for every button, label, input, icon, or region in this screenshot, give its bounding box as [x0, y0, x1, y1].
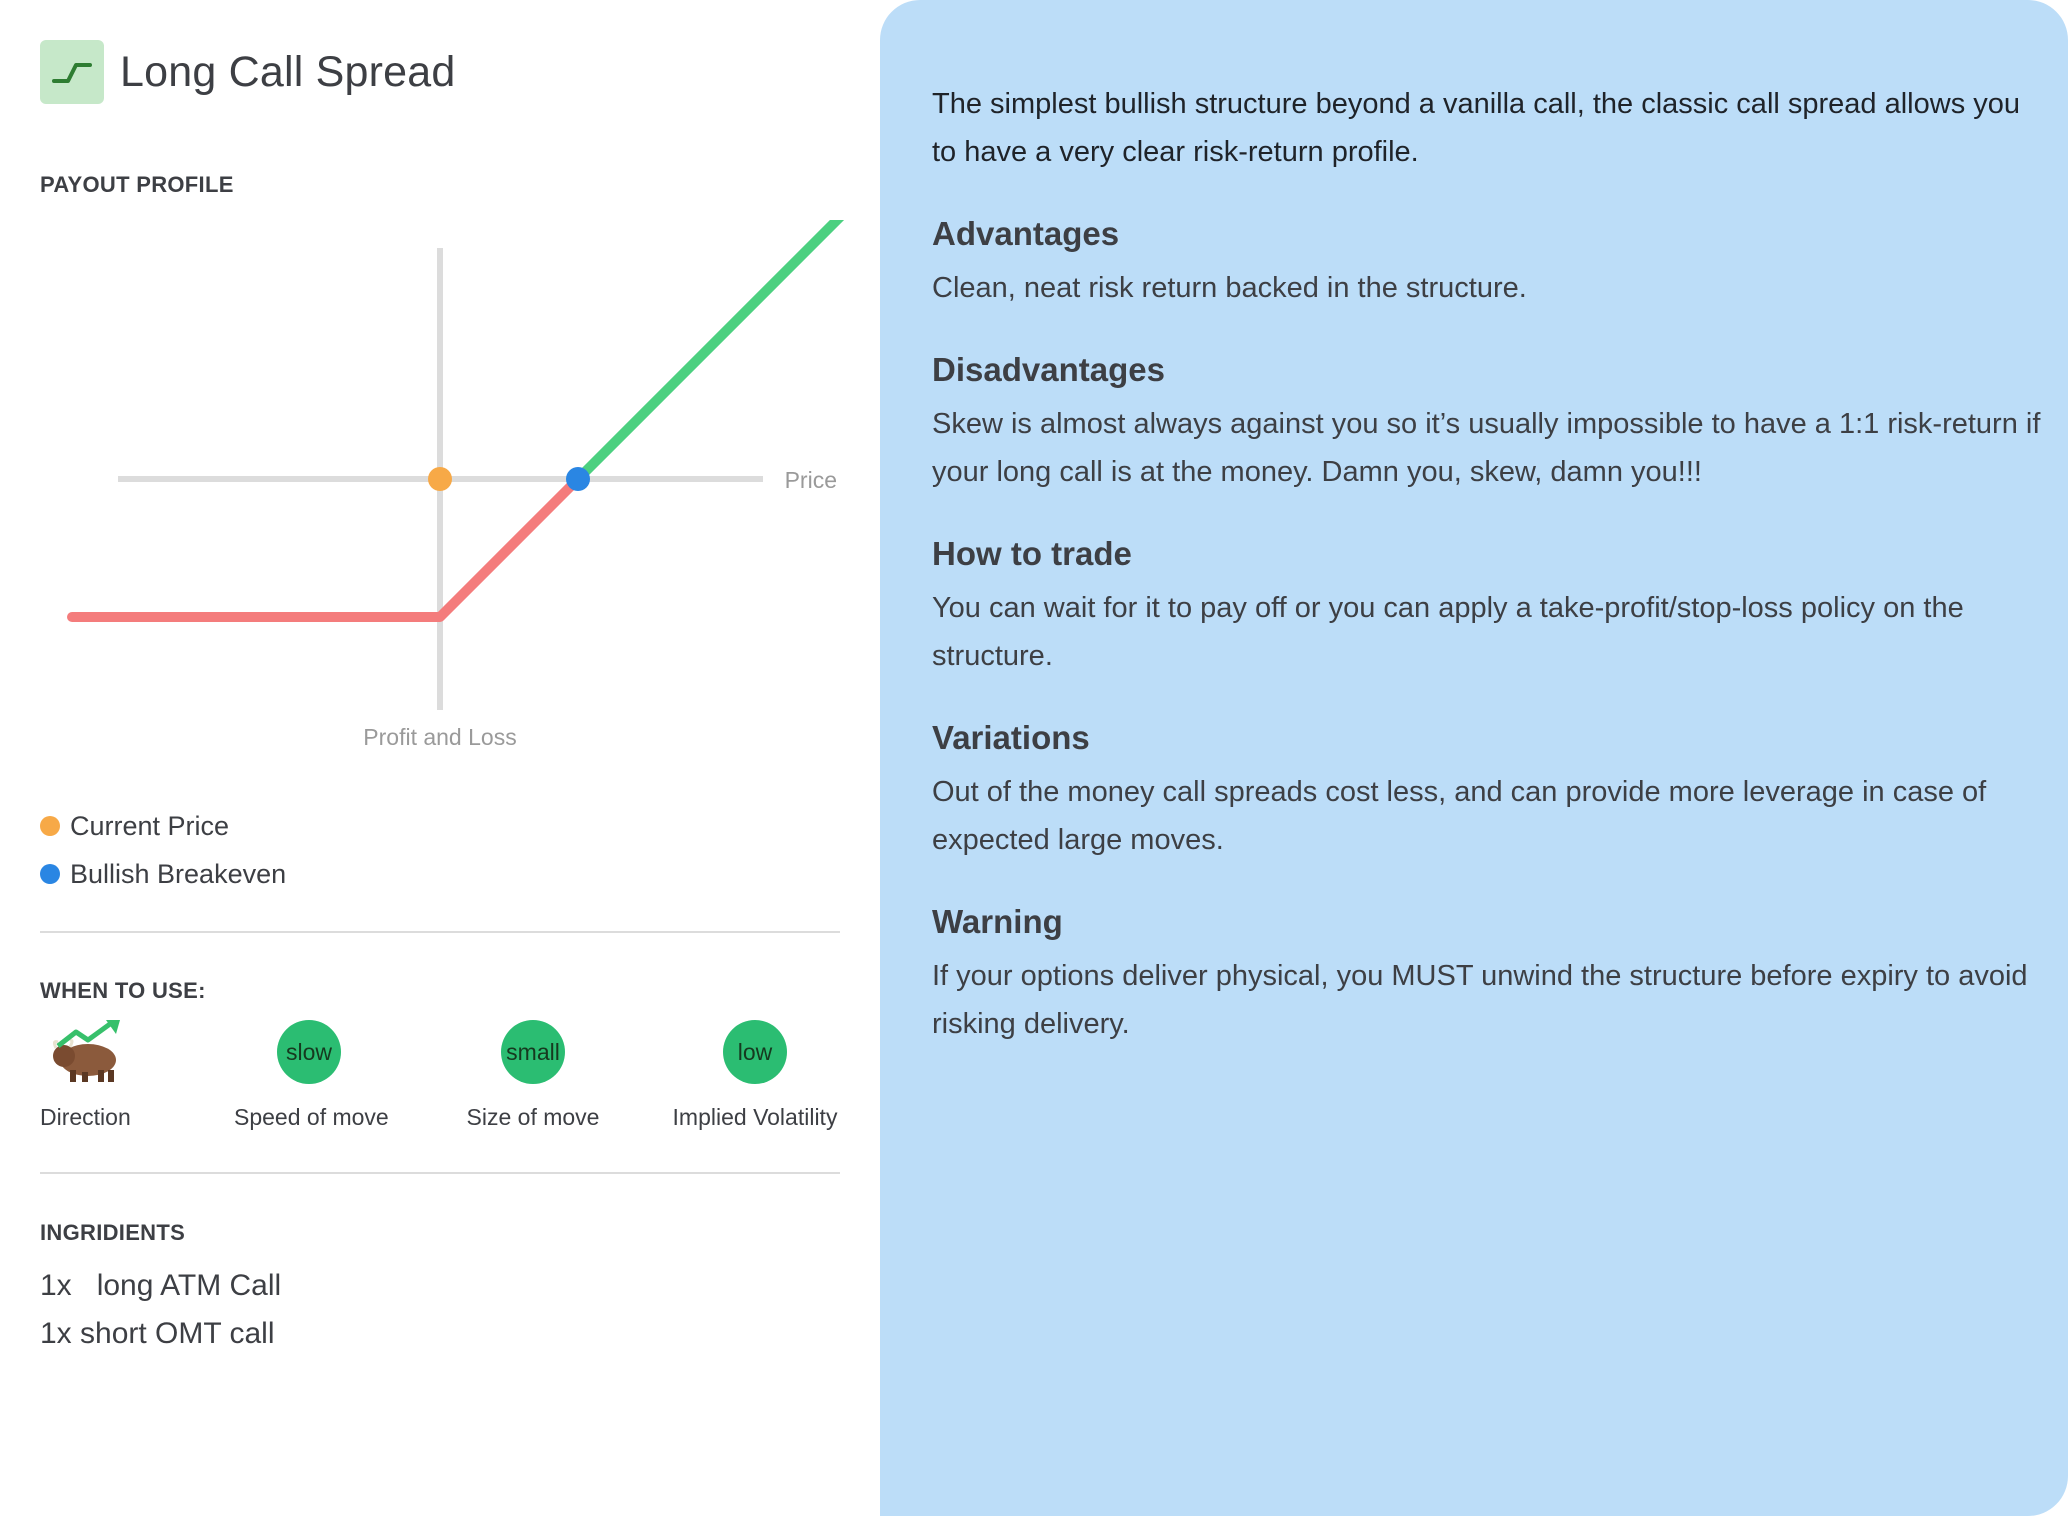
payoff-line-profit — [573, 220, 845, 484]
use-caption: Implied Volatility — [672, 1104, 838, 1130]
when-to-use-label: WHEN TO USE: — [40, 978, 206, 1003]
warning-text: If your options deliver physical, you MU… — [932, 960, 2028, 1040]
description-panel: The simplest bullish structure beyond a … — [880, 0, 2068, 1516]
warning-heading: Warning — [932, 903, 1063, 940]
points-layer — [428, 467, 590, 491]
use-item-implied-volatility: low Implied Volatility — [666, 1020, 844, 1131]
divider — [40, 931, 840, 933]
variations-heading: Variations — [932, 719, 1090, 756]
advantages-text: Clean, neat risk return backed in the st… — [932, 272, 1527, 304]
payoff-line-loss — [67, 474, 583, 622]
point-bullish-breakeven — [566, 467, 590, 491]
breakeven-dot-icon — [40, 864, 60, 884]
use-caption: Direction — [40, 1104, 131, 1130]
how-to-trade-text: You can wait for it to pay off or you ca… — [932, 592, 1964, 672]
page-title: Long Call Spread — [120, 47, 456, 96]
ingredients-list: 1x long ATM Call 1x short OMT call — [40, 1262, 281, 1358]
when-to-use-grid: Direction slow Speed of move small Size … — [40, 1020, 840, 1140]
ingredient-item: 1x long ATM Call — [40, 1269, 282, 1302]
intro-text: The simplest bullish structure beyond a … — [932, 88, 2021, 168]
disadvantages-heading: Disadvantages — [932, 351, 1165, 388]
legend-label: Bullish Breakeven — [70, 858, 287, 889]
x-axis-label: Price — [785, 467, 837, 493]
payoff-chart-icon — [40, 40, 104, 104]
use-caption: Speed of move — [234, 1104, 389, 1130]
legend-label: Current Price — [70, 810, 230, 841]
disadvantages-text: Skew is almost always against you so it’… — [932, 408, 2041, 488]
use-caption: Size of move — [466, 1104, 600, 1130]
ingredients-label: INGRIDIENTS — [40, 1220, 186, 1245]
payout-profile-label: PAYOUT PROFILE — [40, 172, 234, 197]
y-axis-label: Profit and Loss — [363, 724, 516, 750]
how-to-trade-heading: How to trade — [932, 535, 1132, 572]
use-item-speed: slow Speed of move — [234, 1020, 389, 1131]
volatility-badge: low — [723, 1020, 787, 1084]
divider — [40, 1172, 840, 1174]
payoff-chart: Price Profit and Loss — [67, 220, 845, 750]
use-item-size: small Size of move — [458, 1020, 608, 1131]
point-current-price — [428, 467, 452, 491]
bull-icon — [48, 1020, 128, 1084]
legend-item-current-price: Current Price — [40, 802, 286, 850]
advantages-heading: Advantages — [932, 215, 1120, 252]
title-row: Long Call Spread — [40, 40, 455, 104]
strategy-summary-panel: Long Call Spread PAYOUT PROFILE Price Pr… — [0, 0, 880, 1516]
legend-item-bullish-breakeven: Bullish Breakeven — [40, 850, 286, 898]
speed-badge: slow — [277, 1020, 341, 1084]
ingredient-item: 1x short OMT call — [40, 1317, 275, 1350]
current-price-dot-icon — [40, 816, 60, 836]
series-layer — [67, 220, 845, 622]
variations-text: Out of the money call spreads cost less,… — [932, 776, 1987, 856]
description-content: The simplest bullish structure beyond a … — [932, 80, 2042, 1048]
use-item-direction: Direction — [40, 1020, 140, 1131]
chart-legend: Current Price Bullish Breakeven — [40, 802, 286, 898]
size-badge: small — [501, 1020, 565, 1084]
